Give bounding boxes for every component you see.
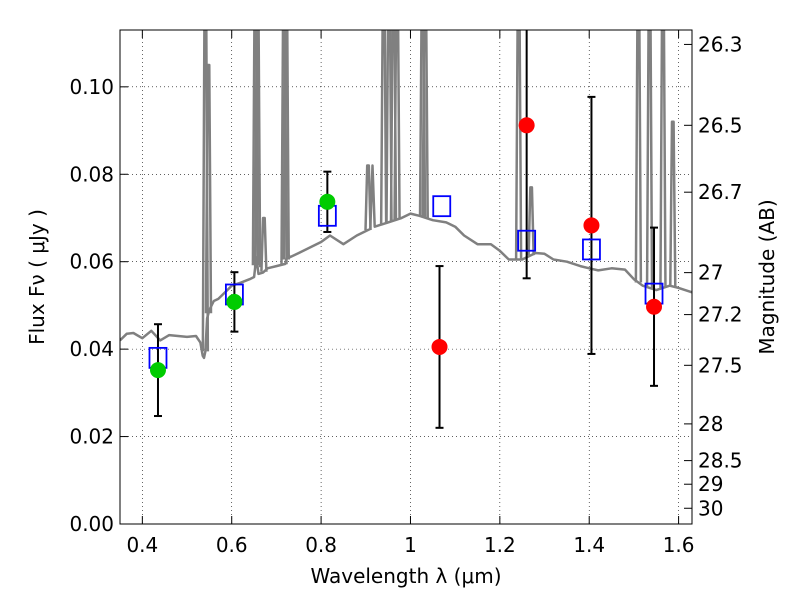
x-tick-label: 0.8 [305, 533, 337, 557]
x-tick-label: 1.6 [663, 533, 695, 557]
emission-line [260, 216, 268, 272]
photometry-point [319, 193, 336, 210]
emission-line [659, 30, 667, 288]
y-axis-label: Flux Fν ( μJy ) [25, 209, 49, 345]
y2-tick-label: 26.3 [698, 32, 743, 56]
y2-tick-label: 27.2 [698, 303, 743, 327]
photometry-point [149, 362, 166, 379]
spectrum-curve [120, 30, 692, 360]
grid-lines [120, 30, 692, 524]
photometry-point [518, 117, 535, 134]
emission-line [379, 30, 388, 224]
x-tick-label: 0.4 [126, 533, 158, 557]
y2-tick-label: 29 [698, 472, 723, 496]
emission-line [669, 120, 677, 287]
y-tick-label: 0.04 [69, 337, 114, 361]
x-axis-label: Wavelength λ (μm) [310, 564, 501, 588]
x-tick-label: 0.6 [216, 533, 248, 557]
plot-frame [119, 29, 693, 525]
emission-line [253, 30, 262, 268]
emission-line [421, 30, 429, 218]
data-markers [148, 30, 664, 429]
y-tick-label: 0.10 [69, 75, 114, 99]
photometry-point [226, 293, 243, 310]
emission-line [527, 186, 535, 256]
y-tick-label: 0.06 [69, 250, 114, 274]
emission-line [364, 164, 372, 231]
x-tick-label: 1.4 [573, 533, 605, 557]
model-square-marker [582, 238, 601, 261]
axis-ticks: 0.4 0.6 0.8 1 1.2 1.4 1.6 0.00 0.02 0.04 0.06 0.08 0… [69, 30, 743, 557]
y2-axis-label: Magnitude (AB) [755, 199, 779, 354]
y2-tick-label: 30 [698, 496, 723, 520]
y2-tick-label: 28 [698, 412, 723, 436]
y2-tick-label: 26.7 [698, 180, 743, 204]
spectrum-continuum [120, 164, 692, 360]
model-square-marker [432, 195, 452, 218]
emission-line [282, 30, 290, 260]
photometry-point [646, 298, 663, 315]
y-tick-label: 0.02 [69, 425, 114, 449]
emission-line [634, 30, 643, 283]
y-tick-label: 0.08 [69, 162, 114, 186]
emission-line [645, 30, 654, 288]
emission-line [393, 30, 401, 220]
photometry-point [583, 217, 600, 234]
y2-tick-label: 26.5 [698, 113, 743, 137]
y2-tick-label: 27.5 [698, 353, 743, 377]
x-tick-label: 1 [404, 533, 417, 557]
model-square-marker [517, 229, 537, 252]
y-tick-label: 0.00 [69, 512, 114, 536]
x-tick-label: 1.2 [484, 533, 516, 557]
y2-tick-label: 27 [698, 261, 723, 285]
y2-tick-label: 28.5 [698, 449, 743, 473]
emission-line [204, 63, 213, 314]
photometry-point [431, 338, 448, 355]
